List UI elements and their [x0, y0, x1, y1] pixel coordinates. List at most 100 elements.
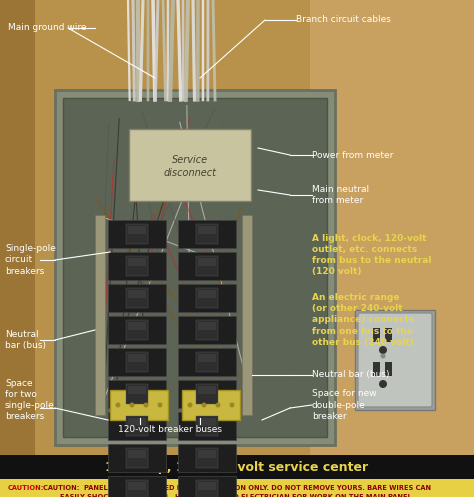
Text: 100-amp, 120/240 volt service center: 100-amp, 120/240 volt service center — [105, 462, 369, 475]
Bar — [178, 412, 236, 440]
Bar — [128, 322, 146, 330]
Ellipse shape — [379, 380, 387, 388]
Ellipse shape — [116, 403, 120, 408]
Text: Service: Service — [172, 155, 208, 165]
Bar — [196, 256, 218, 276]
Bar — [0, 0, 35, 455]
Bar — [108, 316, 166, 344]
Bar — [196, 480, 218, 497]
Text: Power from meter: Power from meter — [312, 151, 393, 160]
Bar — [126, 480, 148, 497]
Bar — [108, 444, 166, 472]
Bar — [126, 320, 148, 340]
Text: disconnect: disconnect — [164, 168, 217, 178]
Text: EASILY SHOCK AND KILL YOU.  HIRE A LICENSED ELECTRICIAN FOR WORK ON THE MAIN PAN: EASILY SHOCK AND KILL YOU. HIRE A LICENS… — [60, 494, 414, 497]
Text: 120-volt breaker buses: 120-volt breaker buses — [118, 425, 222, 434]
Ellipse shape — [201, 403, 207, 408]
Bar — [126, 384, 148, 404]
Bar — [95, 215, 105, 415]
Bar — [198, 322, 216, 330]
Bar — [126, 256, 148, 276]
Bar — [178, 348, 236, 376]
Text: Neutral
bar (bus): Neutral bar (bus) — [5, 330, 46, 350]
Text: Space for new
double-pole
breaker: Space for new double-pole breaker — [312, 390, 377, 420]
Bar — [55, 90, 335, 445]
Ellipse shape — [188, 403, 192, 408]
Bar — [373, 362, 380, 376]
Text: Main ground wire: Main ground wire — [8, 23, 86, 32]
Bar — [126, 448, 148, 468]
Ellipse shape — [216, 403, 220, 408]
Bar — [198, 290, 216, 298]
Bar — [178, 476, 236, 497]
Bar — [196, 416, 218, 436]
Bar — [178, 220, 236, 248]
Bar — [108, 284, 166, 312]
Bar — [108, 380, 166, 408]
Bar — [196, 352, 218, 372]
Bar — [126, 352, 148, 372]
Ellipse shape — [379, 346, 387, 354]
Bar — [198, 354, 216, 362]
Text: CAUTION:  PANEL COVER REMOVED FOR INSTRUCTION ONLY. DO NOT REMOVE YOURS. BARE WI: CAUTION: PANEL COVER REMOVED FOR INSTRUC… — [43, 485, 431, 491]
Ellipse shape — [144, 403, 148, 408]
Bar — [178, 284, 236, 312]
Bar — [128, 450, 146, 458]
Bar — [108, 252, 166, 280]
Bar — [128, 482, 146, 490]
Text: Single-pole
circuit
breakers: Single-pole circuit breakers — [5, 245, 56, 276]
Ellipse shape — [129, 403, 135, 408]
Bar — [373, 328, 380, 342]
Bar — [198, 482, 216, 490]
Bar — [126, 416, 148, 436]
Bar — [126, 288, 148, 308]
Bar — [128, 418, 146, 426]
Bar — [198, 258, 216, 266]
Bar — [108, 348, 166, 376]
Bar — [196, 448, 218, 468]
Bar — [385, 328, 392, 342]
Text: Main neutral
from meter: Main neutral from meter — [312, 185, 369, 205]
Bar — [128, 290, 146, 298]
Bar — [196, 320, 218, 340]
Ellipse shape — [381, 353, 385, 358]
Text: Space
for two
single-pole
breakers: Space for two single-pole breakers — [5, 379, 55, 421]
FancyBboxPatch shape — [129, 129, 251, 201]
Bar — [0, 479, 474, 497]
Bar — [198, 226, 216, 234]
Ellipse shape — [229, 403, 235, 408]
Text: A light, clock, 120-volt
outlet, etc. connects
from bus to the neutral
(120 volt: A light, clock, 120-volt outlet, etc. co… — [312, 234, 431, 276]
Bar — [196, 288, 218, 308]
Bar — [178, 252, 236, 280]
Bar — [128, 258, 146, 266]
Text: An electric range
(or other 240-volt
appliance) connects
from one bus to the
oth: An electric range (or other 240-volt app… — [312, 293, 414, 347]
Bar — [198, 450, 216, 458]
Bar — [355, 310, 435, 410]
Bar — [178, 380, 236, 408]
Bar — [126, 224, 148, 244]
Bar — [108, 412, 166, 440]
Bar — [178, 316, 236, 344]
Bar — [196, 384, 218, 404]
Bar — [182, 390, 240, 420]
Bar — [198, 418, 216, 426]
Bar — [63, 98, 327, 437]
Bar — [0, 455, 474, 479]
Bar — [128, 226, 146, 234]
Bar — [128, 386, 146, 394]
Bar — [108, 220, 166, 248]
Bar — [385, 362, 392, 376]
Ellipse shape — [157, 403, 163, 408]
Text: Neutral bar (bus): Neutral bar (bus) — [312, 370, 390, 380]
Bar — [178, 444, 236, 472]
Bar — [242, 215, 252, 415]
FancyBboxPatch shape — [358, 313, 432, 407]
Text: CAUTION:: CAUTION: — [8, 485, 45, 491]
Text: Branch circuit cables: Branch circuit cables — [296, 15, 391, 24]
Bar — [128, 354, 146, 362]
Bar — [198, 386, 216, 394]
Bar — [108, 476, 166, 497]
Bar — [196, 224, 218, 244]
Bar — [310, 0, 474, 455]
Bar — [110, 390, 168, 420]
